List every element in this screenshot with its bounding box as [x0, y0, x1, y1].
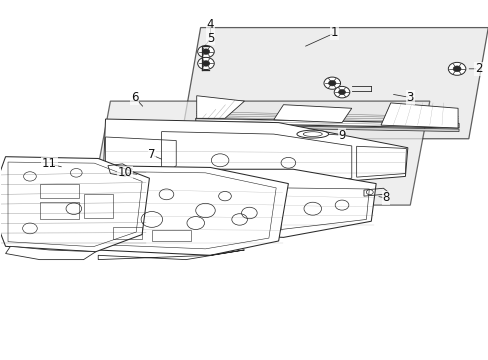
Bar [40, 202, 79, 220]
Text: 11: 11 [42, 157, 57, 170]
Circle shape [328, 80, 335, 86]
Text: 2: 2 [474, 62, 481, 75]
Text: 4: 4 [206, 18, 214, 31]
Text: 8: 8 [382, 192, 389, 204]
Circle shape [324, 77, 340, 89]
Polygon shape [181, 28, 488, 139]
Bar [113, 226, 142, 239]
Text: 1: 1 [330, 27, 338, 40]
Polygon shape [0, 157, 149, 252]
Bar [40, 184, 79, 198]
Polygon shape [195, 125, 458, 132]
Bar [83, 194, 113, 218]
Polygon shape [380, 103, 457, 128]
Text: 3: 3 [406, 91, 413, 104]
Circle shape [447, 62, 465, 75]
Text: 5: 5 [206, 32, 214, 45]
Circle shape [202, 61, 209, 66]
Ellipse shape [296, 130, 328, 138]
Text: 9: 9 [338, 129, 345, 142]
Circle shape [338, 90, 345, 95]
Polygon shape [98, 250, 244, 260]
Circle shape [202, 49, 209, 54]
Bar [152, 230, 190, 241]
Polygon shape [127, 169, 375, 237]
Polygon shape [91, 101, 429, 205]
Polygon shape [196, 96, 244, 118]
Polygon shape [5, 246, 96, 260]
Text: 7: 7 [148, 148, 155, 161]
Circle shape [197, 45, 214, 58]
Text: 6: 6 [131, 91, 138, 104]
Circle shape [333, 86, 349, 98]
Polygon shape [273, 105, 351, 123]
Text: 10: 10 [117, 166, 132, 179]
Circle shape [452, 66, 460, 72]
Polygon shape [195, 118, 458, 128]
Polygon shape [44, 166, 288, 255]
Circle shape [197, 57, 214, 69]
Polygon shape [103, 119, 407, 187]
